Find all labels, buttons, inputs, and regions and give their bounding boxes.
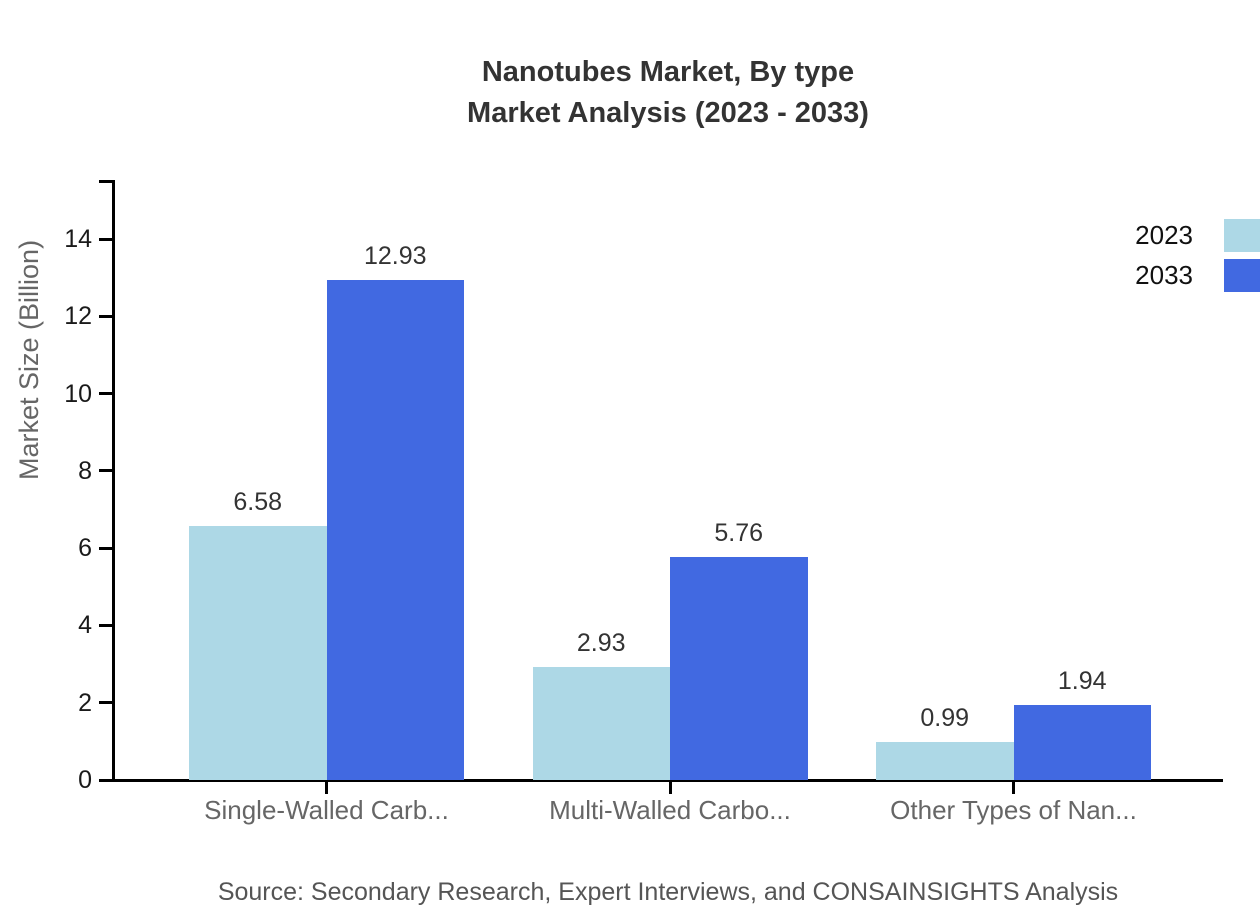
- y-axis-line: [112, 180, 115, 781]
- bar-2023-1: [532, 666, 670, 780]
- y-tick-label-10: 10: [64, 379, 92, 408]
- y-tick-label-14: 14: [64, 225, 92, 253]
- legend-label-2033: 2033: [1135, 260, 1193, 290]
- y-tick-6: [99, 546, 113, 550]
- y-tick-4: [99, 623, 113, 627]
- chart-title: Nanotubes Market, By type Market Analysi…: [113, 52, 1223, 134]
- y-tick-label-6: 6: [78, 534, 92, 563]
- y-axis-end-tick: [99, 180, 113, 183]
- y-axis-title: Market Size (Billion): [14, 239, 44, 480]
- y-tick-label-4: 4: [78, 611, 92, 640]
- legend-label-2023: 2023: [1135, 220, 1193, 250]
- y-tick-8: [99, 469, 113, 473]
- bar-value-2023-2: 0.99: [920, 703, 970, 732]
- y-tick-14: [99, 237, 113, 241]
- y-tick-2: [99, 701, 113, 705]
- bar-value-2033-0: 12.93: [363, 242, 427, 271]
- legend-row-2033: 2033: [1135, 259, 1260, 292]
- y-tick-label-0: 0: [78, 766, 92, 794]
- y-tick-label-8: 8: [78, 456, 92, 485]
- x-axis-line: [112, 779, 1223, 782]
- x-tick-2: [1012, 781, 1015, 794]
- bar-value-2033-1: 5.76: [714, 519, 764, 548]
- bar-2023-0: [189, 525, 327, 780]
- category-label-0: Single-Walled Carb...: [204, 795, 449, 825]
- x-tick-1: [668, 781, 672, 794]
- y-tick-0: [99, 778, 113, 782]
- source-note: Source: Secondary Research, Expert Inter…: [217, 878, 1119, 906]
- chart-title-line2: Market Analysis (2023 - 2033): [467, 97, 869, 129]
- y-tick-label-12: 12: [64, 302, 92, 331]
- legend-swatch-2033: [1224, 259, 1260, 292]
- y-tick-12: [99, 314, 113, 318]
- bar-2033-1: [670, 557, 808, 780]
- legend-row-2023: 2023: [1135, 219, 1260, 252]
- bar-2023-2: [876, 741, 1014, 780]
- y-tick-label-2: 2: [78, 688, 92, 717]
- bar-2033-2: [1013, 705, 1151, 780]
- bar-value-2023-1: 2.93: [576, 628, 626, 657]
- category-label-1: Multi-Walled Carbo...: [549, 795, 791, 825]
- bar-value-2023-0: 6.58: [233, 487, 283, 516]
- category-label-2: Other Types of Nan...: [890, 795, 1137, 825]
- bar-value-2033-2: 1.94: [1057, 667, 1107, 696]
- legend-swatch-2023: [1224, 219, 1260, 252]
- x-tick-0: [325, 781, 328, 794]
- y-tick-10: [99, 392, 113, 396]
- bar-2033-0: [326, 280, 464, 780]
- legend: 2023 2033: [1135, 219, 1260, 292]
- chart-title-line1: Nanotubes Market, By type: [481, 56, 855, 88]
